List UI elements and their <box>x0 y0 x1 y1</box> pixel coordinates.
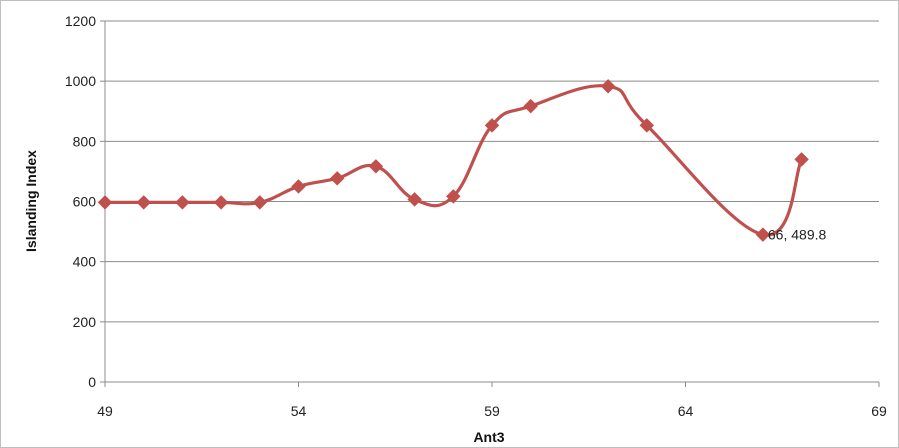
y-tick-label: 400 <box>73 254 97 270</box>
data-point-marker <box>213 195 229 210</box>
data-label: 66, 489.8 <box>768 227 827 243</box>
y-tick-label: 600 <box>73 194 97 210</box>
y-tick-label: 0 <box>88 374 96 390</box>
x-tick-label: 54 <box>291 403 307 419</box>
data-point-marker <box>794 152 809 167</box>
data-point-marker <box>291 179 306 194</box>
x-axis-title: Ant3 <box>473 429 504 445</box>
y-tick-label: 200 <box>73 314 97 330</box>
x-tick-label: 64 <box>678 403 694 419</box>
data-point-marker <box>329 171 345 186</box>
data-point-marker <box>407 192 422 207</box>
data-point-marker <box>523 98 538 114</box>
y-axis-title: Islanding Index <box>23 150 39 252</box>
data-point-marker <box>446 189 461 204</box>
series-line <box>103 84 804 237</box>
data-point-marker <box>600 79 616 94</box>
data-point-marker <box>368 159 384 174</box>
series-group <box>97 79 809 242</box>
data-point-marker <box>175 195 190 210</box>
y-tick-label: 1200 <box>65 13 96 29</box>
y-tick-label: 1000 <box>65 73 96 89</box>
data-point-marker <box>484 118 500 133</box>
gridlines <box>105 20 879 323</box>
data-point-marker <box>252 195 268 210</box>
x-tick-label: 59 <box>484 403 500 419</box>
labels: 0 200 400 600 800 1000 1200 49 54 59 64 69 66, 489.8 <box>65 13 887 419</box>
data-point-marker <box>755 227 771 242</box>
data-point-marker <box>136 195 151 210</box>
x-tick-label: 49 <box>97 403 113 419</box>
x-tick-label: 69 <box>871 403 887 419</box>
data-point-marker <box>639 118 655 133</box>
y-tick-label: 800 <box>73 133 97 149</box>
data-point-marker <box>97 195 113 210</box>
